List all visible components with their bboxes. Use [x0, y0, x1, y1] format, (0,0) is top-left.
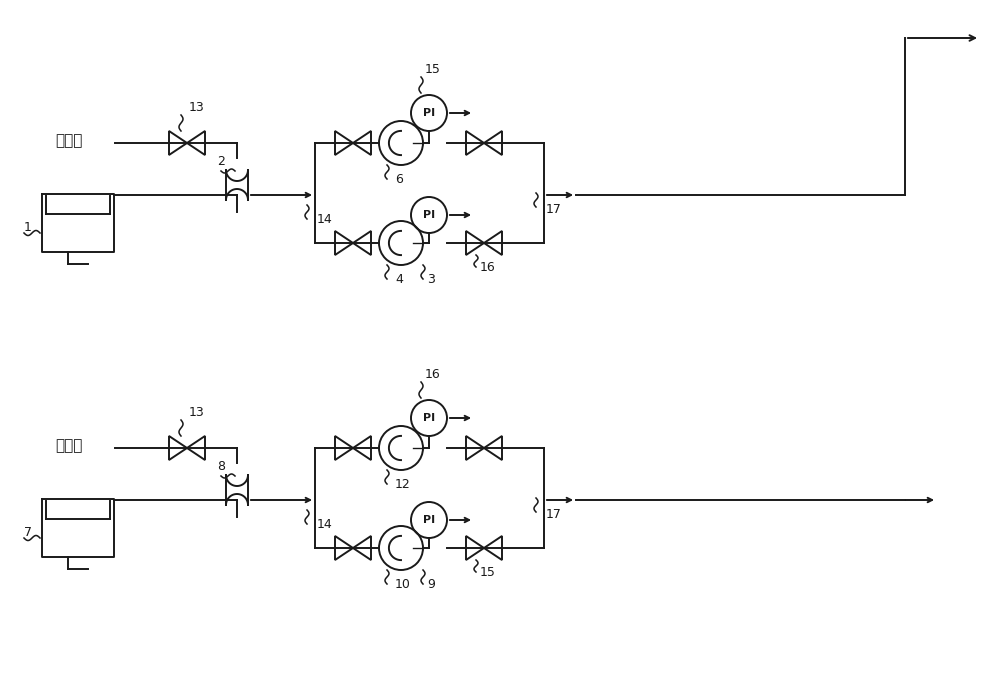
- Text: 生产水: 生产水: [55, 133, 82, 148]
- Text: 14: 14: [317, 518, 333, 531]
- Text: 8: 8: [217, 460, 225, 473]
- Text: 13: 13: [189, 101, 205, 114]
- Text: 生产水: 生产水: [55, 438, 82, 453]
- Text: PI: PI: [423, 108, 435, 118]
- Text: 1: 1: [24, 221, 32, 234]
- Text: 15: 15: [480, 566, 496, 579]
- Text: 6: 6: [395, 173, 403, 186]
- Text: PI: PI: [423, 210, 435, 220]
- Text: 15: 15: [425, 63, 441, 76]
- Text: 10: 10: [395, 578, 411, 591]
- Text: PI: PI: [423, 515, 435, 525]
- Text: 12: 12: [395, 478, 411, 491]
- Text: 3: 3: [427, 273, 435, 286]
- Text: 7: 7: [24, 526, 32, 539]
- Text: 9: 9: [427, 578, 435, 591]
- Text: 14: 14: [317, 213, 333, 226]
- Text: 13: 13: [189, 406, 205, 419]
- Text: 4: 4: [395, 273, 403, 286]
- Text: PI: PI: [423, 413, 435, 423]
- Text: 16: 16: [480, 261, 496, 274]
- Text: 2: 2: [217, 155, 225, 168]
- Text: 17: 17: [546, 203, 562, 216]
- Text: 17: 17: [546, 508, 562, 521]
- Text: 16: 16: [425, 368, 441, 381]
